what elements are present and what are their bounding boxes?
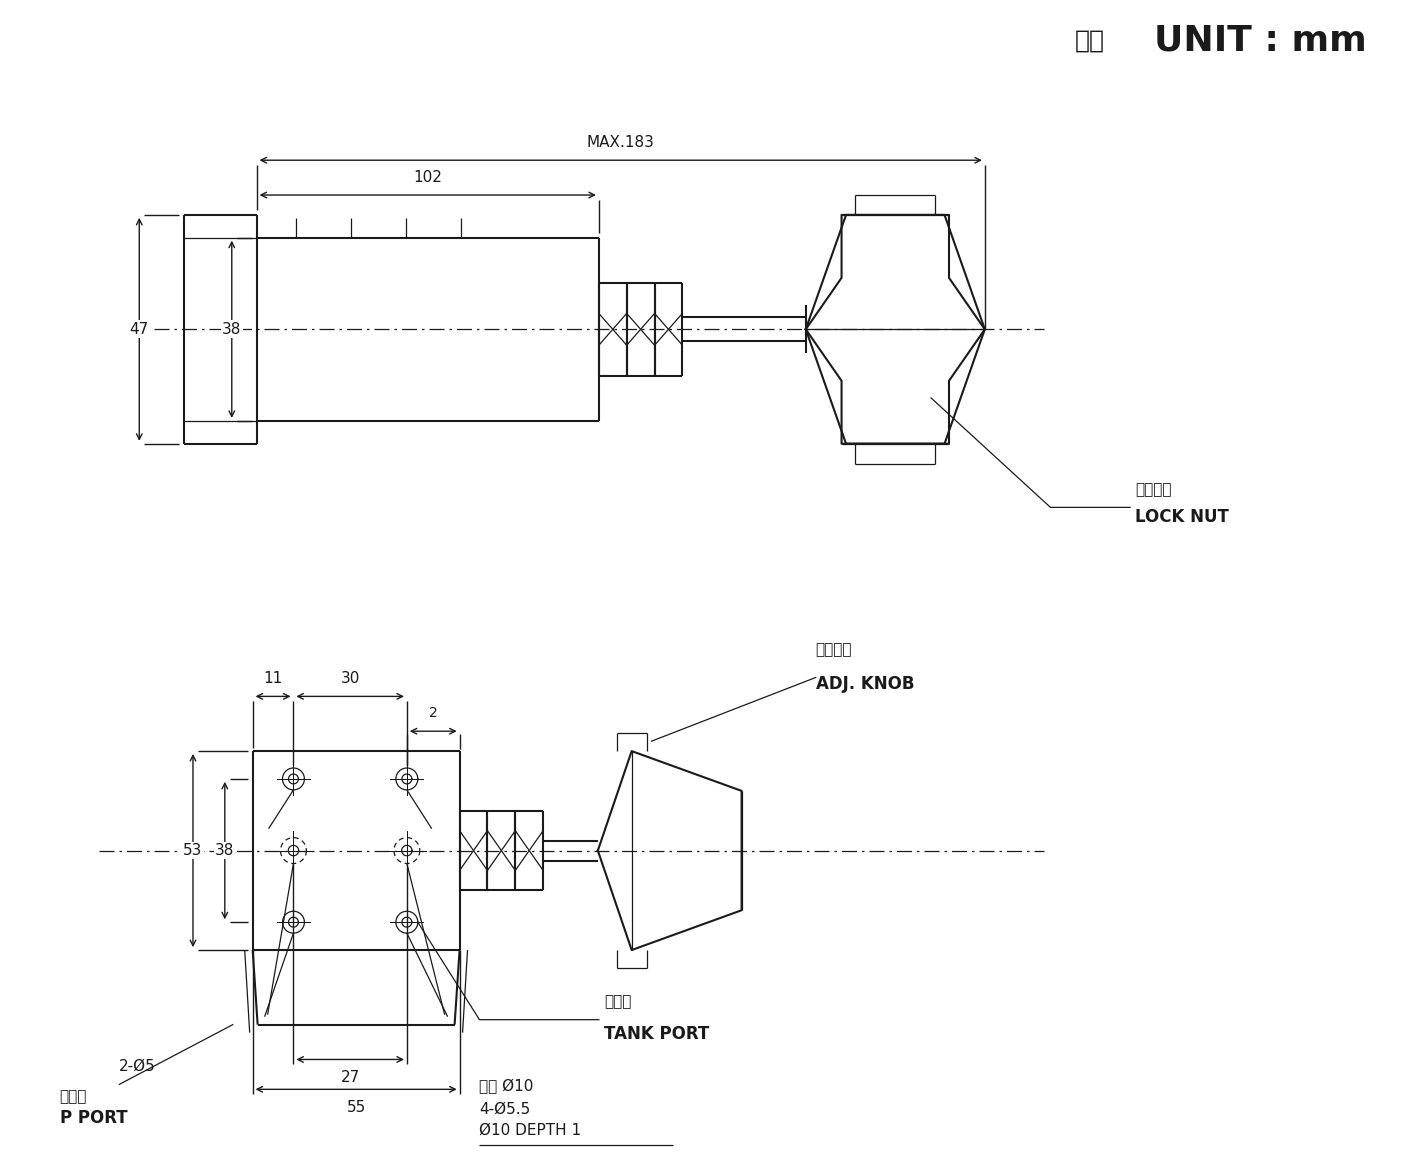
Text: 38: 38: [222, 322, 242, 337]
Text: 30: 30: [340, 671, 360, 686]
Text: Ø10 DEPTH 1: Ø10 DEPTH 1: [479, 1123, 582, 1138]
Text: ADJ. KNOB: ADJ. KNOB: [816, 676, 914, 693]
Text: 單位: 單位: [1075, 29, 1105, 53]
Text: 2-Ø5: 2-Ø5: [119, 1059, 156, 1074]
Text: 55: 55: [347, 1100, 365, 1115]
Text: 11: 11: [263, 671, 283, 686]
Text: LOCK NUT: LOCK NUT: [1135, 509, 1229, 526]
Text: 壓力孔: 壓力孔: [60, 1089, 87, 1105]
Text: 固定螺絲: 固定螺絲: [1135, 482, 1172, 497]
Text: MAX.183: MAX.183: [587, 134, 654, 150]
Text: 53: 53: [183, 843, 203, 858]
Text: 4-Ø5.5: 4-Ø5.5: [479, 1101, 530, 1116]
Text: TANK PORT: TANK PORT: [604, 1025, 710, 1043]
Text: 47: 47: [129, 322, 149, 337]
Text: P PORT: P PORT: [60, 1109, 128, 1128]
Text: 102: 102: [414, 169, 442, 184]
Text: 27: 27: [340, 1070, 360, 1085]
Text: UNIT : mm: UNIT : mm: [1153, 24, 1367, 58]
Text: 回油孔: 回油孔: [604, 994, 631, 1009]
Text: 調節旋鈕: 調節旋鈕: [816, 642, 852, 657]
Text: 中心 Ø10: 中心 Ø10: [479, 1079, 533, 1094]
Text: 2: 2: [429, 706, 438, 720]
Text: 38: 38: [215, 843, 235, 858]
